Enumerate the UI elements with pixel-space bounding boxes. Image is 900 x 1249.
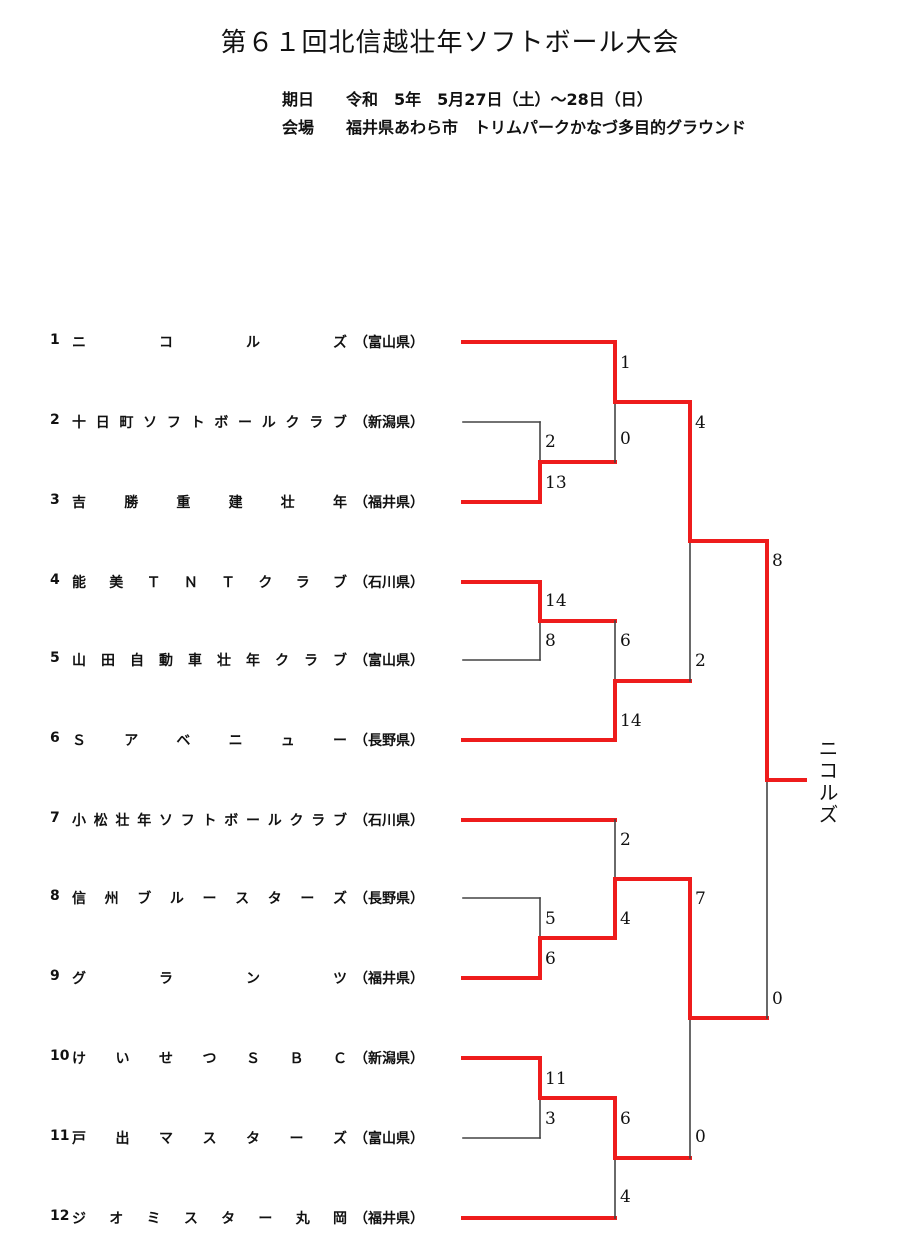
team-row: 6 Ｓ アベニュー （長野県） [50,730,430,750]
match-score: 5 [545,909,556,929]
match-score: 0 [772,989,783,1009]
team-number: 11 [50,1128,70,1144]
match-score: 2 [695,651,706,671]
team-name: 山田自動車壮年クラブ [72,653,347,669]
tournament-title: 第６１回北信越壮年ソフトボール大会 [220,28,680,58]
team-number: 4 [50,572,60,588]
team-row: 5 山田自動車壮年クラブ （富山県） [50,650,430,670]
team-prefecture: （福井県） [354,1211,424,1227]
team-row: 3 吉勝重建壮年 （福井県） [50,492,430,512]
team-prefecture: （長野県） [354,891,424,907]
team-prefecture: （新潟県） [354,1051,424,1067]
match-score: 0 [695,1127,706,1147]
champion-label: ニコルズ [815,738,839,826]
match-score: 6 [620,631,631,651]
team-row: 4 能美 Ｔ Ｎ Ｔ クラブ （石川県） [50,572,430,592]
team-name: ニコルズ [72,335,347,351]
team-name: 小松壮年ソフトボールクラブ [72,813,347,829]
match-score: 14 [545,591,567,611]
match-score: 7 [695,889,706,909]
team-number: 6 [50,730,60,746]
team-number: 2 [50,412,60,428]
team-prefecture: （新潟県） [354,415,424,431]
match-score: 2 [620,830,631,850]
team-name: グランツ [72,971,347,987]
match-score: 0 [620,429,631,449]
team-prefecture: （富山県） [354,653,424,669]
team-number: 5 [50,650,60,666]
match-score: 4 [620,909,631,929]
match-score: 1 [620,353,631,373]
team-prefecture: （福井県） [354,495,424,511]
date-label: 期日 [282,90,315,109]
team-row: 2 十日町ソフトボールクラブ （新潟県） [50,412,430,432]
team-row: 8 信州ブルースターズ （長野県） [50,888,430,908]
team-prefecture: （福井県） [354,971,424,987]
date-row: 期日 令和 5年 5月27日（土）～28日（日） [282,86,653,110]
venue-label: 会場 [282,118,315,137]
match-score: 6 [545,949,556,969]
match-score: 14 [620,711,642,731]
team-number: 9 [50,968,60,984]
team-row: 7 小松壮年ソフトボールクラブ （石川県） [50,810,430,830]
match-score: 8 [772,551,783,571]
team-number: 12 [50,1208,70,1224]
team-number: 7 [50,810,60,826]
team-row: 1 ニコルズ （富山県） [50,332,430,352]
match-score: 6 [620,1109,631,1129]
match-score: 2 [545,432,556,452]
venue-value: 福井県あわら市 トリムパークかなづ多目的グラウンド [346,118,747,137]
team-prefecture: （石川県） [354,575,424,591]
match-score: 8 [545,631,556,651]
team-number: 1 [50,332,60,348]
team-number: 3 [50,492,60,508]
match-score: 13 [545,473,567,493]
team-name: 信州ブルースターズ [72,891,347,907]
team-name: 戸出マスターズ [72,1131,347,1147]
match-score: 4 [620,1187,631,1207]
team-number: 8 [50,888,60,904]
date-value: 令和 5年 5月27日（土）～28日（日） [346,90,653,109]
match-score: 4 [695,413,706,433]
team-prefecture: （石川県） [354,813,424,829]
team-prefecture: （富山県） [354,1131,424,1147]
team-name: 十日町ソフトボールクラブ [72,415,347,431]
match-score: 11 [545,1069,567,1089]
venue-row: 会場 福井県あわら市 トリムパークかなづ多目的グラウンド [282,114,746,138]
match-score: 3 [545,1109,556,1129]
team-row: 12 ジオミスター丸岡 （福井県） [50,1208,430,1228]
team-row: 10 けいせつ Ｓ Ｂ Ｃ （新潟県） [50,1048,430,1068]
team-row: 9 グランツ （福井県） [50,968,430,988]
team-prefecture: （富山県） [354,335,424,351]
team-row: 11 戸出マスターズ （富山県） [50,1128,430,1148]
team-prefecture: （長野県） [354,733,424,749]
team-name: 吉勝重建壮年 [72,495,347,511]
team-name: ジオミスター丸岡 [72,1211,347,1227]
team-number: 10 [50,1048,70,1064]
